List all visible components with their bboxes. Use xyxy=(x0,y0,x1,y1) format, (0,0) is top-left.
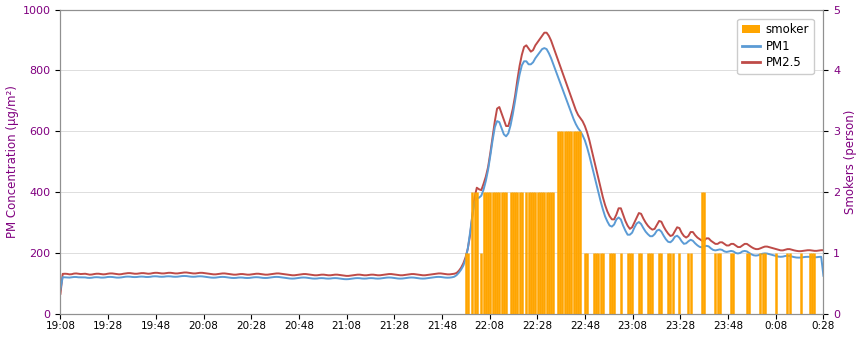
PM1 xyxy=(667,238,677,242)
Line: PM2.5: PM2.5 xyxy=(60,33,823,294)
PM1 xyxy=(818,274,828,278)
Y-axis label: Smokers (person): Smokers (person) xyxy=(844,110,858,214)
PM2.5 xyxy=(667,233,677,237)
PM2.5 xyxy=(683,234,694,238)
PM2.5 xyxy=(539,31,550,35)
PM1 xyxy=(166,274,176,278)
PM1 xyxy=(55,287,66,292)
Y-axis label: PM Concentration (μg/m²): PM Concentration (μg/m²) xyxy=(5,85,19,238)
PM1 xyxy=(721,250,732,254)
PM1 xyxy=(539,46,550,50)
PM2.5 xyxy=(818,248,828,252)
PM1 xyxy=(192,274,203,278)
PM2.5 xyxy=(517,53,527,57)
PM1 xyxy=(683,239,694,243)
PM2.5 xyxy=(166,271,176,275)
PM2.5 xyxy=(55,292,66,296)
PM2.5 xyxy=(721,243,732,247)
Legend: smoker, PM1, PM2.5: smoker, PM1, PM2.5 xyxy=(737,19,814,74)
PM2.5 xyxy=(192,271,203,275)
Line: PM1: PM1 xyxy=(60,48,823,289)
PM1 xyxy=(517,63,527,67)
